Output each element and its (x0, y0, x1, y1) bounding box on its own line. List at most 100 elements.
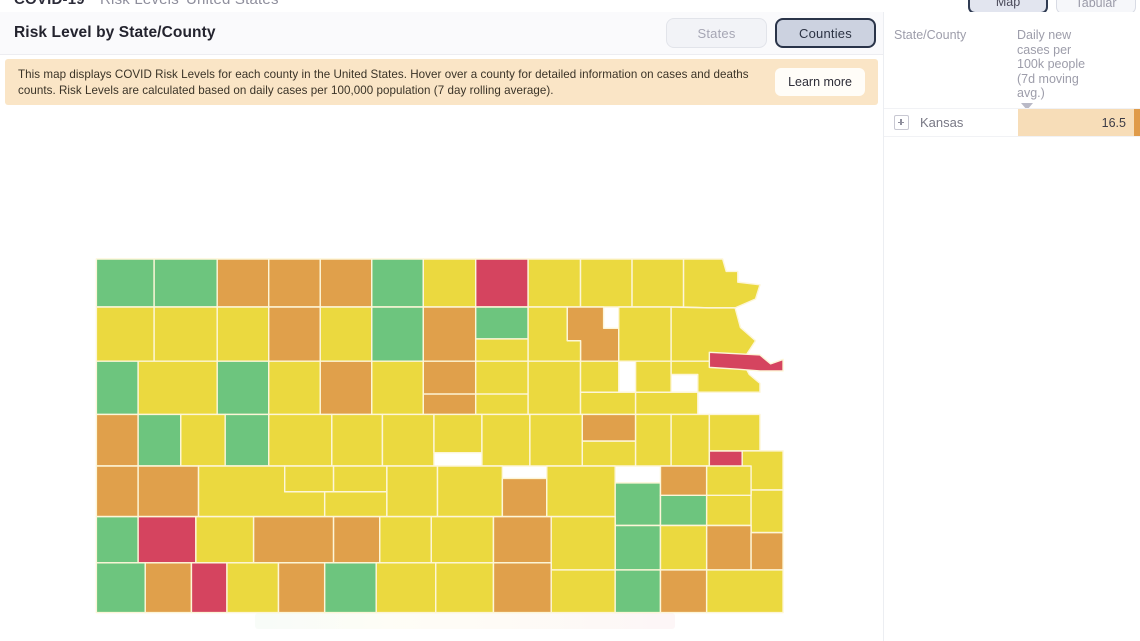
county-region[interactable] (332, 465, 388, 493)
county-region[interactable] (579, 391, 637, 416)
county-region[interactable] (153, 258, 218, 308)
county-region[interactable] (268, 360, 321, 416)
learn-more-button[interactable]: Learn more (775, 68, 865, 96)
county-region[interactable] (371, 360, 424, 416)
county-region[interactable] (268, 258, 321, 308)
county-region[interactable] (268, 413, 333, 467)
county-region[interactable] (137, 360, 218, 416)
county-region[interactable] (474, 258, 529, 308)
column-header-daily-cases[interactable]: Daily new cases per 100k people (7d movi… (1017, 28, 1086, 100)
sort-descending-icon[interactable] (1021, 103, 1033, 110)
county-region[interactable] (433, 413, 483, 454)
county-region[interactable] (659, 569, 708, 614)
county-region[interactable] (631, 258, 685, 308)
county-region[interactable] (386, 465, 439, 518)
county-region[interactable] (381, 413, 435, 467)
county-region[interactable] (283, 465, 335, 493)
county-region[interactable] (95, 306, 155, 362)
county-region[interactable] (436, 465, 504, 518)
view-toggle-tabular[interactable]: Tabular (1056, 0, 1136, 12)
county-region[interactable] (550, 515, 616, 571)
county-region[interactable] (474, 306, 529, 340)
county-region[interactable] (670, 413, 711, 467)
county-region[interactable] (634, 360, 672, 393)
toggle-counties[interactable]: Counties (775, 18, 876, 48)
county-region[interactable] (682, 258, 761, 309)
county-region[interactable] (614, 482, 662, 527)
toggle-states[interactable]: States (666, 18, 767, 48)
county-region[interactable] (750, 531, 784, 571)
county-region[interactable] (614, 569, 662, 614)
county-region[interactable] (634, 391, 699, 416)
county-region[interactable] (705, 465, 752, 497)
county-region[interactable] (195, 515, 255, 564)
view-toggle-map[interactable]: Map (968, 0, 1048, 12)
county-region[interactable] (527, 258, 582, 308)
county-region[interactable] (95, 465, 139, 518)
county-region[interactable] (323, 491, 388, 518)
county-region[interactable] (95, 413, 139, 467)
county-region[interactable] (371, 258, 424, 308)
county-region[interactable] (277, 562, 326, 614)
county-region[interactable] (319, 306, 373, 362)
county-region[interactable] (252, 515, 335, 564)
county-region[interactable] (750, 489, 784, 534)
county-region[interactable] (708, 413, 761, 452)
county-region[interactable] (153, 306, 218, 362)
county-region[interactable] (705, 524, 752, 571)
table-row[interactable]: Kansas 16.5 (884, 108, 1140, 137)
county-region[interactable] (579, 360, 620, 393)
county-region[interactable] (474, 338, 529, 362)
county-region[interactable] (474, 360, 529, 395)
county-region[interactable] (435, 562, 495, 614)
county-region[interactable] (226, 562, 280, 614)
county-region[interactable] (331, 413, 384, 467)
county-region[interactable] (579, 258, 633, 308)
breadcrumb-united-states[interactable]: United States (186, 0, 279, 8)
county-region[interactable] (618, 306, 672, 362)
choropleth-map-container[interactable] (0, 108, 883, 641)
county-region[interactable] (137, 515, 197, 564)
county-region[interactable] (319, 258, 373, 308)
county-region[interactable] (375, 562, 437, 614)
county-region[interactable] (659, 465, 708, 497)
county-region[interactable] (492, 515, 552, 564)
county-region[interactable] (95, 515, 139, 564)
county-region[interactable] (501, 477, 548, 518)
county-region[interactable] (144, 562, 193, 614)
county-region[interactable] (614, 524, 662, 571)
kansas-county-map[interactable] (0, 108, 883, 641)
breadcrumb-risk-levels[interactable]: Risk Levels (100, 0, 179, 8)
county-region[interactable] (379, 515, 432, 564)
county-region[interactable] (268, 306, 321, 362)
county-region[interactable] (422, 258, 477, 308)
county-region[interactable] (422, 360, 477, 395)
county-region[interactable] (481, 413, 531, 467)
county-region[interactable] (634, 413, 672, 467)
county-region[interactable] (492, 562, 552, 614)
county-region[interactable] (546, 465, 616, 518)
county-region[interactable] (705, 494, 752, 527)
county-region[interactable] (224, 413, 270, 467)
county-region[interactable] (581, 440, 637, 467)
county-region[interactable] (705, 569, 784, 614)
county-region[interactable] (95, 258, 155, 308)
county-region[interactable] (216, 258, 270, 308)
county-region[interactable] (550, 569, 616, 614)
county-region[interactable] (180, 413, 226, 467)
county-region[interactable] (95, 562, 146, 614)
county-region[interactable] (422, 306, 477, 362)
county-region[interactable] (659, 524, 708, 571)
county-region[interactable] (137, 413, 182, 467)
county-region[interactable] (708, 351, 784, 372)
county-region[interactable] (332, 515, 381, 564)
column-header-state-county[interactable]: State/County (894, 28, 967, 42)
county-region[interactable] (527, 360, 582, 416)
county-region[interactable] (216, 360, 270, 416)
breadcrumb-covid19[interactable]: COVID-19 (14, 0, 85, 8)
county-region[interactable] (659, 494, 708, 527)
county-region[interactable] (430, 515, 495, 564)
county-region[interactable] (319, 360, 373, 416)
county-region[interactable] (529, 413, 584, 467)
county-region[interactable] (216, 306, 270, 362)
